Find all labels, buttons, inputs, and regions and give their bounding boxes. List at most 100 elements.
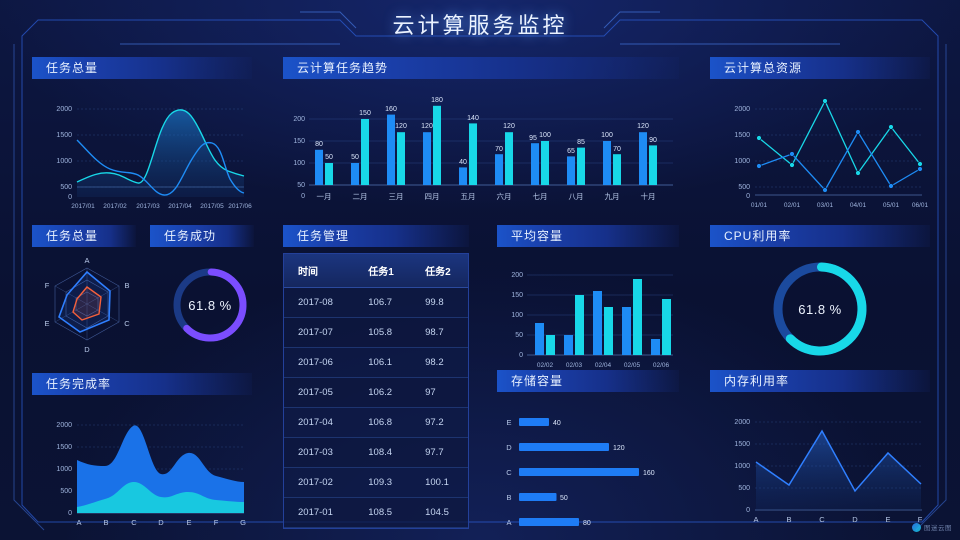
table-row[interactable]: 2017-06 106.1 98.2 — [284, 347, 468, 378]
cell-time: 2017-03 — [284, 437, 355, 468]
cell-time: 2017-02 — [284, 467, 355, 498]
svg-text:150: 150 — [359, 110, 371, 117]
svg-text:180: 180 — [431, 97, 443, 104]
svg-text:B: B — [124, 281, 129, 290]
svg-text:1500: 1500 — [56, 444, 72, 451]
svg-text:A: A — [84, 256, 89, 265]
svg-text:C: C — [124, 319, 130, 328]
svg-text:05/01: 05/01 — [883, 202, 900, 209]
svg-text:二月: 二月 — [353, 192, 368, 201]
svg-text:1000: 1000 — [734, 158, 750, 165]
svg-text:九月: 九月 — [605, 192, 620, 201]
svg-text:E: E — [506, 418, 511, 427]
panel-task-total-area: 任务总量 2000 1500 1000 500 0 — [32, 57, 252, 214]
svg-text:四月: 四月 — [425, 192, 440, 201]
svg-text:50: 50 — [560, 495, 568, 502]
table-row[interactable]: 2017-07 105.8 98.7 — [284, 317, 468, 348]
svg-text:1000: 1000 — [734, 463, 750, 470]
table-row[interactable]: 2017-08 106.7 99.8 — [284, 287, 468, 318]
svg-text:C: C — [819, 515, 825, 524]
svg-text:500: 500 — [60, 488, 72, 495]
svg-text:02/05: 02/05 — [624, 362, 641, 369]
cell-time: 2017-07 — [284, 317, 355, 348]
panel-memory-usage: 内存利用率 2000 1500 1000 500 0 A B C D E F — [710, 370, 930, 532]
svg-text:1000: 1000 — [56, 158, 72, 165]
svg-text:2017/05: 2017/05 — [200, 203, 224, 210]
cell-task2: 99.8 — [411, 287, 468, 318]
svg-text:04/01: 04/01 — [850, 202, 867, 209]
panel-title-task-manage: 任务管理 — [283, 225, 469, 247]
svg-text:120: 120 — [503, 123, 515, 130]
panel-title-task-total-area: 任务总量 — [32, 57, 252, 79]
cell-task1: 105.8 — [354, 317, 412, 348]
svg-text:85: 85 — [577, 139, 585, 146]
svg-text:65: 65 — [567, 148, 575, 155]
svg-text:D: D — [506, 443, 512, 452]
svg-text:2000: 2000 — [56, 422, 72, 429]
table-row[interactable]: 2017-01 108.5 104.5 — [284, 497, 468, 528]
panel-task-manage: 任务管理 时间 任务1 任务2 2017-08 106.7 99.8 2017-07… — [283, 225, 469, 538]
svg-text:200: 200 — [293, 116, 305, 123]
svg-text:E: E — [885, 515, 890, 524]
panel-task-trend: 云计算任务趋势 200 150 100 50 0 80 50 50 150 — [283, 57, 679, 214]
panel-title-storage-capacity: 存储容量 — [497, 370, 679, 392]
table-col-task1: 任务1 — [354, 254, 412, 288]
svg-text:D: D — [84, 345, 90, 354]
svg-text:2017/03: 2017/03 — [136, 203, 160, 210]
svg-text:100: 100 — [601, 132, 613, 139]
svg-text:B: B — [506, 493, 511, 502]
svg-text:D: D — [158, 518, 164, 527]
svg-text:120: 120 — [395, 123, 407, 130]
cell-task2: 97 — [411, 377, 468, 408]
svg-text:E: E — [186, 518, 191, 527]
svg-text:F: F — [918, 515, 923, 524]
table-row[interactable]: 2017-05 106.2 97 — [284, 377, 468, 408]
panel-storage-capacity: 存储容量 E D C B A 40 120 160 50 80 — [497, 370, 679, 532]
panel-cpu-usage: CPU利用率 61.8 % — [710, 225, 930, 372]
svg-text:120: 120 — [421, 123, 433, 130]
panel-task-complete: 任务完成率 2000 1500 1000 500 0 A B C D E F G — [32, 373, 252, 535]
svg-text:40: 40 — [553, 420, 561, 427]
cell-time: 2017-08 — [284, 287, 355, 318]
cell-time: 2017-06 — [284, 347, 355, 378]
svg-text:200: 200 — [511, 272, 523, 279]
svg-text:八月: 八月 — [569, 192, 584, 201]
svg-text:B: B — [103, 518, 108, 527]
svg-text:2017/02: 2017/02 — [103, 203, 127, 210]
svg-text:80: 80 — [315, 141, 323, 148]
svg-text:A: A — [506, 518, 511, 527]
svg-text:2000: 2000 — [56, 106, 72, 113]
svg-text:F: F — [45, 281, 50, 290]
svg-text:500: 500 — [60, 184, 72, 191]
svg-text:500: 500 — [738, 184, 750, 191]
panel-title-cpu-usage: CPU利用率 — [710, 225, 930, 247]
table-col-time: 时间 — [284, 254, 355, 288]
cell-task1: 106.8 — [354, 407, 412, 438]
svg-text:50: 50 — [297, 182, 305, 189]
dashboard-header: 云计算服务监控 — [0, 0, 960, 46]
svg-text:06/01: 06/01 — [912, 202, 929, 209]
chart-task-total-radar: A B C D E F — [32, 250, 142, 360]
table-row[interactable]: 2017-02 109.3 100.1 — [284, 467, 468, 498]
svg-text:F: F — [214, 518, 219, 527]
panel-title-task-trend: 云计算任务趋势 — [283, 57, 679, 79]
page-title: 云计算服务监控 — [392, 13, 568, 38]
svg-text:C: C — [506, 468, 512, 477]
svg-text:03/01: 03/01 — [817, 202, 834, 209]
svg-text:160: 160 — [385, 106, 397, 113]
svg-text:02/02: 02/02 — [537, 362, 554, 369]
chart-memory-usage: 2000 1500 1000 500 0 A B C D E F — [710, 392, 930, 532]
svg-text:40: 40 — [459, 159, 467, 166]
svg-text:140: 140 — [467, 115, 479, 122]
svg-text:0: 0 — [519, 352, 523, 359]
panel-title-memory-usage: 内存利用率 — [710, 370, 930, 392]
table-task-manage[interactable]: 时间 任务1 任务2 2017-08 106.7 99.8 2017-07 105.8… — [283, 253, 469, 538]
task-table[interactable]: 时间 任务1 任务2 2017-08 106.7 99.8 2017-07 105.8… — [284, 254, 468, 528]
watermark: 图迷云图 — [912, 522, 952, 532]
chart-task-total-area: 2000 1500 1000 500 0 2017/01 2017/02 201… — [32, 79, 252, 214]
chart-cpu-usage-gauge: 61.8 % — [710, 247, 930, 372]
svg-text:1500: 1500 — [734, 441, 750, 448]
table-row[interactable]: 2017-04 106.8 97.2 — [284, 407, 468, 438]
table-row[interactable]: 2017-03 108.4 97.7 — [284, 437, 468, 468]
svg-text:B: B — [786, 515, 791, 524]
